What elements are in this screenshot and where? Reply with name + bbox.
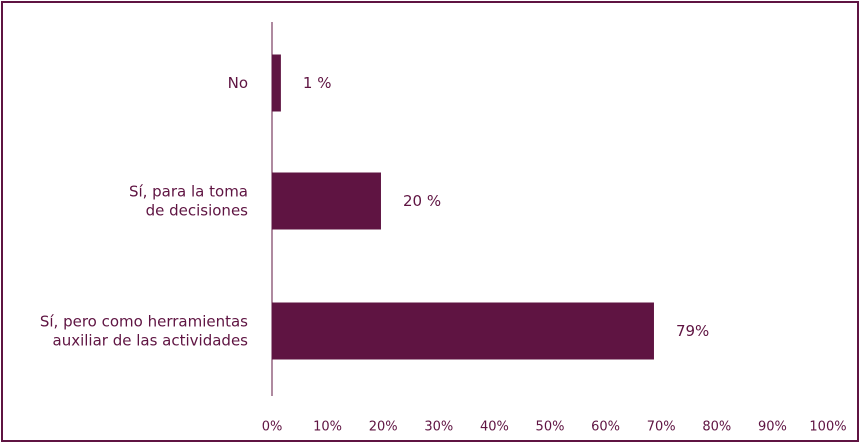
x-tick-label: 100% — [809, 420, 846, 435]
bars — [272, 54, 654, 360]
category-label: de decisiones — [146, 202, 249, 220]
bar — [272, 54, 281, 112]
value-label: 1 % — [303, 74, 332, 92]
x-tick-labels: 0% 10% 20% 30% 40% 50% 60% 70% 80% 90% 100% — [262, 420, 847, 435]
chart-frame — [1, 1, 859, 442]
x-tick-label: 70% — [647, 420, 676, 435]
x-tick-label: 10% — [313, 420, 342, 435]
category-label: auxiliar de las actividades — [53, 332, 249, 350]
category-label: No — [228, 74, 248, 92]
x-tick-label: 0% — [262, 420, 283, 435]
value-label: 79% — [676, 322, 709, 340]
x-tick-label: 90% — [758, 420, 787, 435]
category-label: Sí, pero como herramientas — [40, 313, 248, 331]
x-tick-label: 50% — [536, 420, 565, 435]
x-tick-label: 60% — [591, 420, 620, 435]
value-label: 20 % — [403, 192, 441, 210]
x-tick-label: 30% — [424, 420, 453, 435]
x-tick-label: 20% — [369, 420, 398, 435]
value-labels: 1 % 20 % 79% — [303, 74, 709, 340]
bar — [272, 172, 381, 230]
x-tick-label: 80% — [702, 420, 731, 435]
category-label: Sí, para la toma — [129, 183, 248, 201]
x-tick-label: 40% — [480, 420, 509, 435]
bar — [272, 302, 654, 360]
